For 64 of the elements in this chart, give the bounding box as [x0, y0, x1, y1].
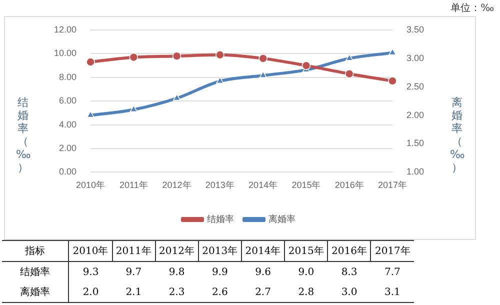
y-tick-label: 2.00	[58, 142, 77, 153]
x-tick-label: 2010年	[76, 180, 106, 190]
data-label: 2.1	[112, 282, 156, 302]
data-label: 2.7	[241, 282, 285, 302]
x-tick-label: 2012年	[162, 180, 192, 190]
point	[216, 50, 224, 60]
point	[129, 52, 138, 62]
category-label: 2014年	[245, 246, 281, 257]
data-label: 2.3	[155, 282, 198, 302]
y2-tick-label: 3.00	[406, 52, 424, 63]
data-label: 9.0	[297, 266, 316, 280]
y2-axis-title: 离婚率（‰）	[450, 96, 465, 174]
legend-label: 结婚率	[207, 214, 234, 224]
y-tick-label: 10.00	[54, 48, 77, 58]
y-tick-label: 0.00	[58, 166, 77, 177]
y-axis-title: 结婚率（‰）	[16, 96, 31, 174]
legend-title: 指标	[2, 240, 69, 262]
y2-tick-label: 1.50	[406, 138, 424, 148]
data-label: 9.3	[82, 266, 100, 280]
x-tick-label: 2014年	[248, 180, 278, 190]
data-label: 9.7	[124, 266, 143, 280]
point	[259, 71, 267, 78]
x-tick-label: 2011年	[119, 180, 148, 190]
data-label: 2.6	[198, 282, 242, 302]
text: 单位：‰	[450, 2, 494, 15]
x-tick-label: 2013年	[205, 180, 234, 190]
legend-label: 离婚率	[268, 214, 296, 224]
category-label: 2015年	[288, 246, 324, 257]
x-tick-label: 2015年	[292, 180, 321, 190]
point	[302, 61, 311, 70]
y2-tick-label: 2.00	[406, 110, 424, 120]
y-tick-label: 8.00	[58, 72, 77, 82]
x-tick-label: 2016年	[334, 180, 364, 190]
x-tick-label: 2017年	[378, 180, 407, 190]
y-tick-label: 4.00	[58, 119, 77, 130]
data-label: 9.6	[254, 266, 272, 280]
data-label: 8.3	[340, 266, 358, 280]
data-label: 2.8	[284, 282, 328, 302]
y-tick-label: 6.00	[58, 96, 77, 106]
point	[172, 52, 182, 60]
category-label: 2012年	[159, 246, 194, 257]
category-label: 2017年	[374, 246, 410, 257]
category-label: 2013年	[202, 246, 238, 257]
category-label: 2010年	[72, 246, 108, 257]
text: 离婚率	[20, 287, 50, 298]
y2-tick-label: 2.50	[406, 81, 424, 92]
data-label: 3.0	[328, 282, 371, 302]
point	[388, 76, 397, 86]
point	[258, 54, 268, 63]
point	[345, 54, 354, 61]
data-label: 9.9	[210, 266, 229, 280]
category-label: 2011年	[116, 246, 152, 257]
data-label: 2.0	[68, 282, 112, 302]
data-label: 7.7	[383, 266, 402, 280]
y2-tick-label: 3.50	[406, 24, 424, 34]
point	[216, 76, 224, 84]
category-label: 2016年	[332, 246, 367, 257]
data-label: 3.1	[370, 282, 414, 302]
y2-tick-label: 1.00	[406, 166, 424, 177]
point	[86, 58, 95, 66]
point	[344, 69, 354, 78]
data-label: 9.8	[168, 266, 186, 280]
text: 结婚率	[20, 267, 50, 278]
y-tick-label: 12.00	[54, 24, 77, 34]
